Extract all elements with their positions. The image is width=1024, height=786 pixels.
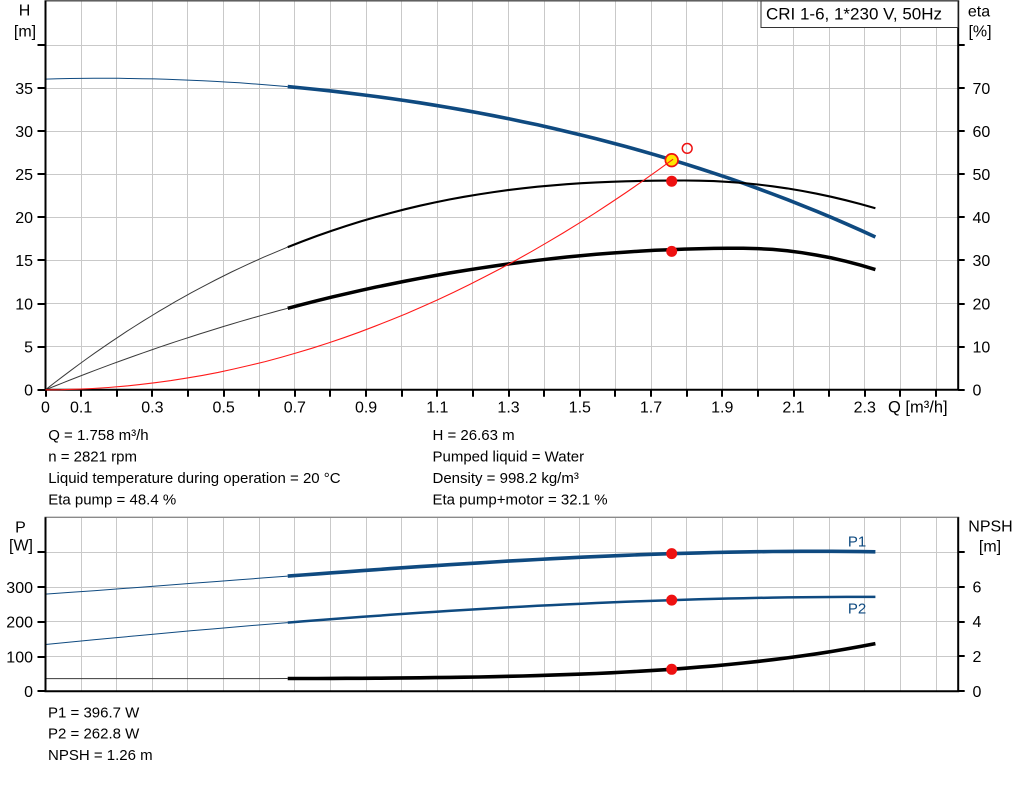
svg-text:200: 200 — [6, 615, 33, 632]
svg-text:0: 0 — [41, 399, 50, 416]
svg-text:1.1: 1.1 — [426, 399, 448, 416]
svg-text:P2: P2 — [848, 601, 866, 618]
svg-text:6: 6 — [973, 579, 982, 596]
svg-text:15: 15 — [15, 253, 33, 270]
svg-text:0: 0 — [973, 684, 982, 701]
svg-text:25: 25 — [15, 167, 33, 184]
svg-text:0: 0 — [24, 383, 33, 400]
svg-text:H: H — [19, 3, 31, 20]
svg-text:H = 26.63 m: H = 26.63 m — [433, 427, 515, 444]
svg-text:P2 = 262.8 W: P2 = 262.8 W — [48, 726, 140, 743]
svg-text:0.1: 0.1 — [70, 399, 92, 416]
svg-text:20: 20 — [973, 296, 991, 313]
svg-text:0.9: 0.9 — [355, 399, 377, 416]
svg-text:NPSH: NPSH — [968, 519, 1012, 536]
svg-text:eta: eta — [968, 4, 990, 21]
svg-text:0.3: 0.3 — [141, 399, 163, 416]
svg-text:Density = 998.2 kg/m³: Density = 998.2 kg/m³ — [433, 470, 579, 487]
svg-text:[m]: [m] — [979, 539, 1001, 556]
svg-text:40: 40 — [973, 210, 991, 227]
svg-text:35: 35 — [15, 81, 33, 98]
svg-text:Eta pump = 48.4 %: Eta pump = 48.4 % — [48, 491, 176, 508]
svg-text:30: 30 — [15, 124, 33, 141]
svg-text:70: 70 — [973, 81, 991, 98]
svg-text:100: 100 — [6, 649, 33, 666]
svg-text:4: 4 — [973, 614, 982, 631]
svg-text:1.7: 1.7 — [640, 399, 662, 416]
svg-text:[%]: [%] — [968, 24, 991, 41]
svg-text:Liquid temperature during oper: Liquid temperature during operation = 20… — [48, 470, 341, 487]
svg-text:20: 20 — [15, 210, 33, 227]
svg-text:0: 0 — [24, 684, 33, 701]
svg-text:2: 2 — [973, 649, 982, 666]
svg-text:1.9: 1.9 — [711, 399, 733, 416]
svg-text:30: 30 — [973, 253, 991, 270]
svg-text:50: 50 — [973, 167, 991, 184]
svg-text:5: 5 — [24, 339, 33, 356]
svg-text:2.1: 2.1 — [782, 399, 804, 416]
svg-text:[m]: [m] — [14, 24, 36, 41]
svg-text:0.5: 0.5 — [212, 399, 234, 416]
svg-text:n = 2821 rpm: n = 2821 rpm — [48, 449, 137, 466]
svg-text:Pumped liquid = Water: Pumped liquid = Water — [433, 449, 585, 466]
svg-text:NPSH = 1.26 m: NPSH = 1.26 m — [48, 747, 153, 764]
svg-text:P: P — [15, 520, 26, 537]
svg-text:10: 10 — [973, 339, 991, 356]
svg-text:300: 300 — [6, 580, 33, 597]
svg-text:1.5: 1.5 — [569, 399, 591, 416]
svg-text:10: 10 — [15, 296, 33, 313]
svg-text:0: 0 — [973, 383, 982, 400]
svg-text:Q = 1.758 m³/h: Q = 1.758 m³/h — [48, 427, 148, 444]
svg-text:P1 = 396.7 W: P1 = 396.7 W — [48, 705, 140, 722]
svg-text:Q [m³/h]: Q [m³/h] — [888, 398, 948, 416]
svg-text:1.3: 1.3 — [497, 399, 519, 416]
svg-text:CRI 1-6, 1*230 V, 50Hz: CRI 1-6, 1*230 V, 50Hz — [766, 5, 942, 24]
svg-text:0.7: 0.7 — [284, 399, 306, 416]
svg-text:[W]: [W] — [9, 538, 33, 555]
svg-text:Eta pump+motor = 32.1 %: Eta pump+motor = 32.1 % — [433, 491, 608, 508]
svg-text:60: 60 — [973, 124, 991, 141]
svg-text:2.3: 2.3 — [854, 399, 876, 416]
svg-text:P1: P1 — [848, 534, 866, 551]
